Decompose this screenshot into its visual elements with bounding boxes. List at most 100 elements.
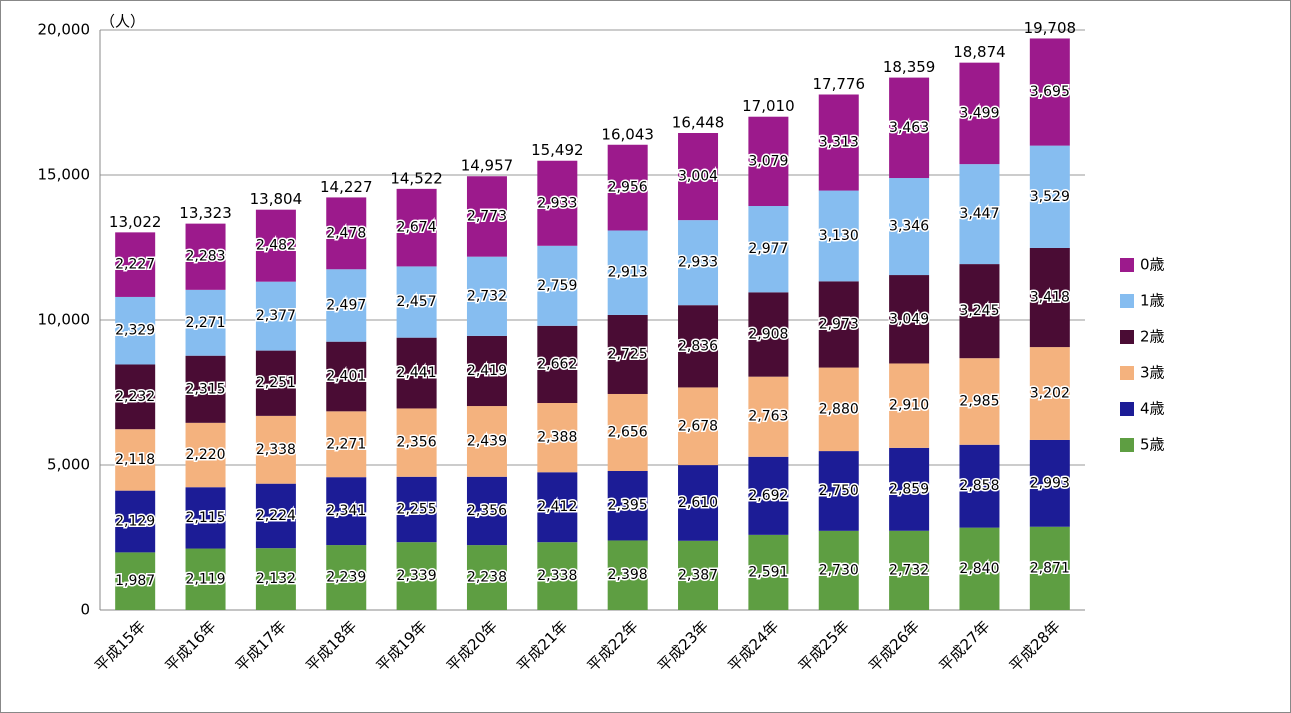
- value-label: 2,224: [256, 508, 296, 524]
- value-label: 2,119: [185, 571, 225, 587]
- value-label: 2,482: [256, 238, 296, 254]
- bar-segment: [889, 178, 930, 276]
- bar-segment: [748, 456, 789, 535]
- bar-segment: [678, 220, 719, 306]
- bar-segment: [255, 281, 296, 351]
- bar-segment: [396, 476, 437, 543]
- bar-segment: [185, 289, 226, 356]
- y-axis-unit: （人）: [100, 13, 145, 31]
- total-label: 16,448: [672, 114, 725, 132]
- bar-segment: [255, 415, 296, 484]
- bar-segment: [466, 335, 507, 407]
- bar-segment: [959, 164, 1000, 265]
- bar-segment: [889, 77, 930, 179]
- value-label: 2,656: [608, 424, 648, 440]
- value-label: 2,338: [256, 442, 296, 458]
- value-label: 2,913: [608, 265, 648, 281]
- legend-label: 2歳: [1140, 328, 1165, 346]
- bar-segment: [959, 358, 1000, 445]
- bar-segment: [115, 296, 156, 365]
- bar-segment: [818, 94, 859, 191]
- bar-segment: [748, 292, 789, 377]
- bar-segment: [537, 325, 578, 403]
- bar-segment: [818, 281, 859, 368]
- total-label: 13,323: [179, 204, 232, 222]
- y-tick-label: 15,000: [38, 166, 91, 184]
- value-label: 3,418: [1030, 290, 1070, 306]
- value-label: 2,910: [889, 398, 929, 414]
- bar-segment: [255, 548, 296, 610]
- bar-segment: [607, 314, 648, 394]
- value-label: 3,049: [889, 311, 929, 327]
- value-label: 2,478: [326, 225, 366, 241]
- bar-segment: [1029, 526, 1070, 610]
- legend-label: 0歳: [1140, 256, 1165, 274]
- bar-segment: [115, 232, 156, 297]
- value-label: 2,750: [819, 483, 859, 499]
- bar-segment: [396, 337, 437, 409]
- value-label: 2,725: [608, 346, 648, 362]
- total-label: 17,010: [742, 97, 795, 115]
- value-label: 3,346: [889, 219, 929, 235]
- bar-segment: [1029, 145, 1070, 248]
- bar-segment: [326, 269, 367, 342]
- bar-segment: [1029, 247, 1070, 348]
- value-label: 2,973: [819, 316, 859, 332]
- value-label: 2,419: [467, 363, 507, 379]
- bar-segment: [607, 144, 648, 231]
- bar-segment: [185, 355, 226, 423]
- value-label: 2,412: [537, 499, 577, 515]
- value-label: 2,401: [326, 369, 366, 385]
- value-label: 2,497: [326, 297, 366, 313]
- value-label: 3,499: [959, 105, 999, 121]
- total-label: 14,227: [320, 178, 373, 196]
- value-label: 2,356: [397, 435, 437, 451]
- value-label: 2,329: [115, 323, 155, 339]
- bar-segment: [748, 376, 789, 457]
- legend-swatch: [1120, 258, 1134, 272]
- bar-segment: [255, 209, 296, 282]
- value-label: 3,004: [678, 169, 718, 185]
- bar-segment: [818, 367, 859, 452]
- total-label: 18,359: [883, 58, 936, 76]
- bar-segment: [1029, 347, 1070, 440]
- value-label: 2,398: [608, 567, 648, 583]
- bar-segment: [255, 350, 296, 416]
- value-label: 2,388: [537, 430, 577, 446]
- bar-segment: [396, 266, 437, 338]
- bar-segment: [326, 545, 367, 610]
- value-label: 2,457: [397, 294, 437, 310]
- bar-segment: [537, 542, 578, 610]
- bar-segment: [678, 387, 719, 466]
- value-label: 2,341: [326, 503, 366, 519]
- value-label: 3,447: [959, 206, 999, 222]
- value-label: 2,283: [185, 249, 225, 265]
- value-label: 3,463: [889, 120, 929, 136]
- bar-segment: [959, 264, 1000, 359]
- value-label: 2,315: [185, 381, 225, 397]
- value-label: 2,956: [608, 180, 648, 196]
- value-label: 2,993: [1030, 475, 1070, 491]
- value-label: 2,871: [1030, 560, 1070, 576]
- value-label: 2,985: [959, 393, 999, 409]
- value-label: 2,395: [608, 498, 648, 514]
- value-label: 2,859: [889, 481, 929, 497]
- value-label: 2,439: [467, 433, 507, 449]
- value-label: 2,678: [678, 418, 718, 434]
- bar-segment: [818, 451, 859, 531]
- value-label: 2,763: [748, 409, 788, 425]
- bar-segment: [466, 176, 507, 257]
- value-label: 2,115: [185, 510, 225, 526]
- value-label: 2,255: [397, 501, 437, 517]
- legend-swatch: [1120, 294, 1134, 308]
- bar-segment: [959, 444, 1000, 528]
- value-label: 2,232: [115, 389, 155, 405]
- bar-segment: [889, 447, 930, 531]
- bar-segment: [115, 490, 156, 553]
- bar-segment: [1029, 439, 1070, 527]
- value-label: 2,674: [397, 220, 437, 236]
- value-label: 3,695: [1030, 84, 1070, 100]
- value-label: 3,313: [819, 135, 859, 151]
- value-label: 3,245: [959, 303, 999, 319]
